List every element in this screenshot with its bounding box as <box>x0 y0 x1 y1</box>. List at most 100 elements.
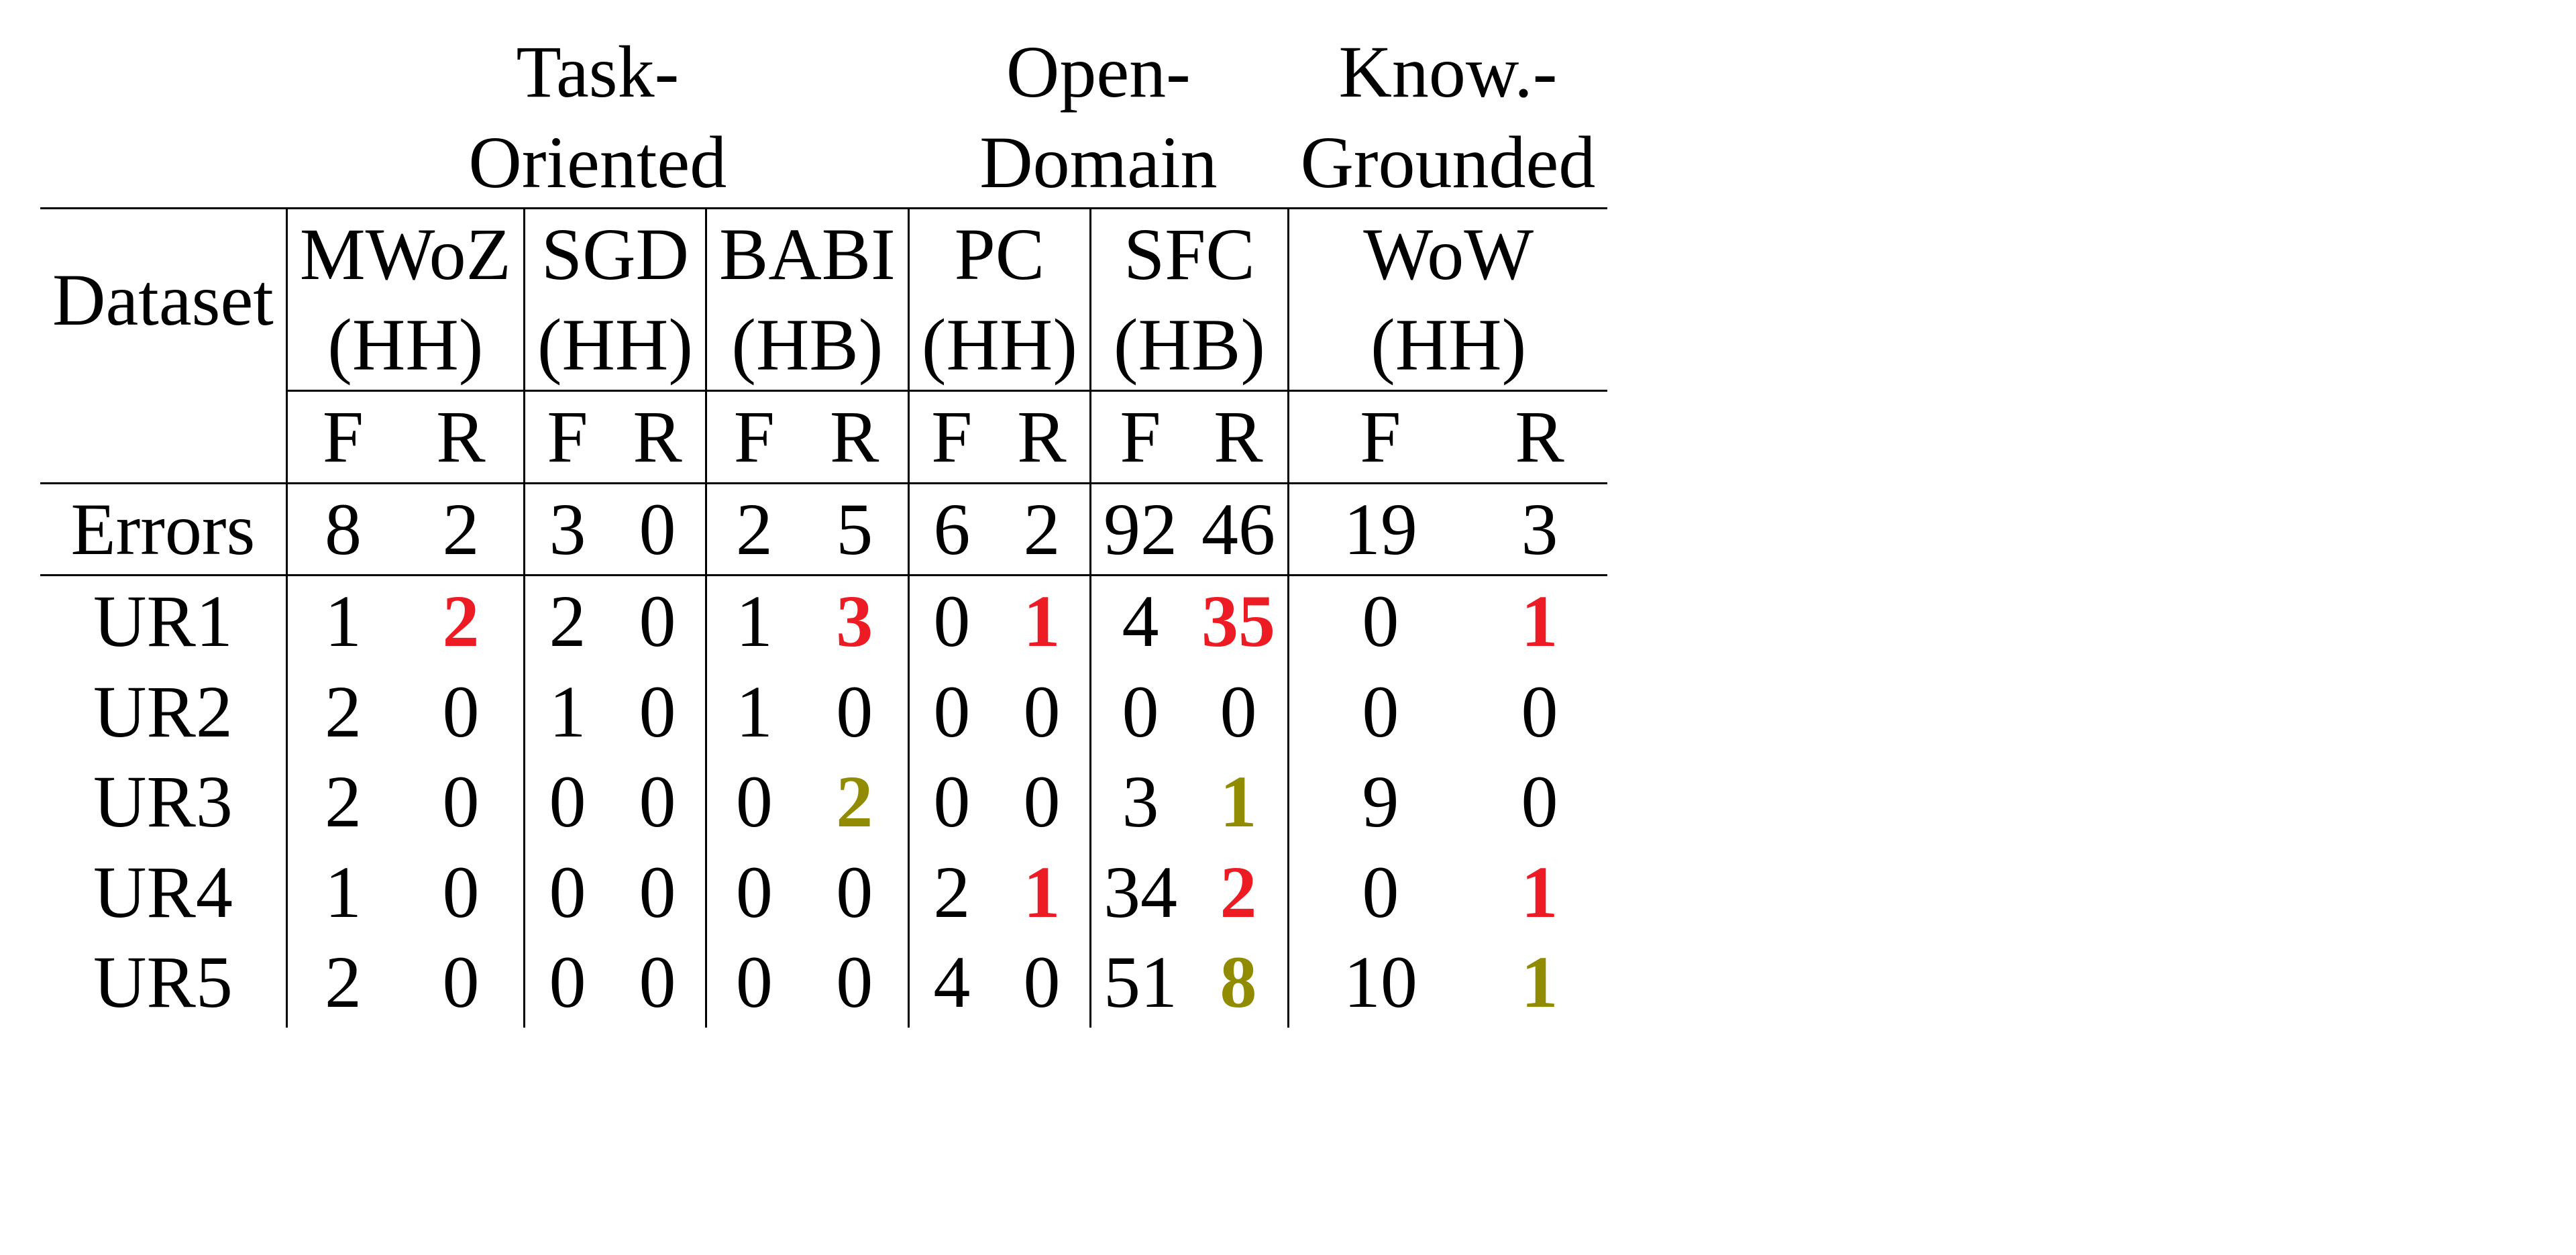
table-container: Task- Open- Know.- Oriented Domain Groun… <box>0 0 2576 1054</box>
cell-sgd-F: 0 <box>524 847 610 938</box>
cell-pc-R: 2 <box>994 483 1090 576</box>
cell-babi-F: 0 <box>706 847 802 938</box>
dataset-name-row: Dataset MWoZ SGD BABI PC SFC WoW <box>40 209 1607 300</box>
cell-wow-R: 0 <box>1472 667 1608 757</box>
pc-R-hdr: R <box>994 391 1090 484</box>
cell-babi-R: 3 <box>802 576 909 667</box>
cell-babi-F: 1 <box>706 667 802 757</box>
babi-R-hdr: R <box>802 391 909 484</box>
cell-sgd-F: 3 <box>524 483 610 576</box>
cell-sfc-F: 3 <box>1090 757 1189 847</box>
sgd-F-hdr: F <box>524 391 610 484</box>
cell-pc-F: 4 <box>908 937 994 1028</box>
cell-babi-F: 2 <box>706 483 802 576</box>
cell-sgd-R: 0 <box>610 937 706 1028</box>
cell-sgd-R: 0 <box>610 847 706 938</box>
pc-F-hdr: F <box>908 391 994 484</box>
group-header-row-2: Oriented Domain Grounded <box>40 117 1607 209</box>
group-task-oriented-l1: Task- <box>286 27 908 117</box>
ds-sfc-sub: (HB) <box>1090 300 1288 391</box>
cell-pc-R: 1 <box>994 576 1090 667</box>
cell-mwoz-F: 2 <box>286 937 398 1028</box>
group-header-row-1: Task- Open- Know.- <box>40 27 1607 117</box>
table-row: UR11220130143501 <box>40 576 1607 667</box>
ds-wow-name: WoW <box>1288 209 1607 300</box>
cell-wow-F: 0 <box>1288 667 1471 757</box>
ds-sfc-name: SFC <box>1090 209 1288 300</box>
cell-mwoz-R: 0 <box>398 667 524 757</box>
cell-wow-F: 0 <box>1288 847 1471 938</box>
table-row: Errors823025629246193 <box>40 483 1607 576</box>
table-row: UR2201010000000 <box>40 667 1607 757</box>
cell-sgd-R: 0 <box>610 757 706 847</box>
sgd-R-hdr: R <box>610 391 706 484</box>
cell-pc-R: 0 <box>994 937 1090 1028</box>
ds-mwoz-sub: (HH) <box>286 300 524 391</box>
babi-F-hdr: F <box>706 391 802 484</box>
cell-pc-R: 0 <box>994 667 1090 757</box>
cell-babi-R: 0 <box>802 937 909 1028</box>
ds-sgd-sub: (HH) <box>524 300 706 391</box>
cell-wow-R: 1 <box>1472 847 1608 938</box>
cell-sfc-R: 0 <box>1189 667 1289 757</box>
cell-wow-F: 9 <box>1288 757 1471 847</box>
fr-row-blank <box>40 391 286 484</box>
cell-babi-F: 0 <box>706 937 802 1028</box>
cell-babi-R: 0 <box>802 847 909 938</box>
row-label: UR5 <box>40 937 286 1028</box>
corner-blank <box>40 27 286 117</box>
mwoz-R-hdr: R <box>398 391 524 484</box>
table-row: UR41000002134201 <box>40 847 1607 938</box>
cell-sfc-F: 51 <box>1090 937 1189 1028</box>
wow-R-hdr: R <box>1472 391 1608 484</box>
cell-mwoz-R: 0 <box>398 757 524 847</box>
cell-sfc-R: 8 <box>1189 937 1289 1028</box>
row-label: UR4 <box>40 847 286 938</box>
cell-wow-R: 1 <box>1472 576 1608 667</box>
group-task-oriented-l2: Oriented <box>286 117 908 209</box>
cell-sgd-F: 2 <box>524 576 610 667</box>
cell-mwoz-R: 2 <box>398 483 524 576</box>
row-label: UR1 <box>40 576 286 667</box>
group-know-grounded-l2: Grounded <box>1288 117 1607 209</box>
ds-pc-sub: (HH) <box>908 300 1090 391</box>
cell-sfc-R: 1 <box>1189 757 1289 847</box>
cell-wow-F: 0 <box>1288 576 1471 667</box>
cell-sfc-F: 92 <box>1090 483 1189 576</box>
cell-sgd-F: 0 <box>524 937 610 1028</box>
cell-babi-R: 0 <box>802 667 909 757</box>
data-rows: Errors823025629246193UR11220130143501UR2… <box>40 483 1607 1028</box>
row-label: UR3 <box>40 757 286 847</box>
cell-pc-F: 0 <box>908 667 994 757</box>
mwoz-F-hdr: F <box>286 391 398 484</box>
cell-sfc-R: 35 <box>1189 576 1289 667</box>
ds-babi-name: BABI <box>706 209 909 300</box>
cell-sfc-F: 4 <box>1090 576 1189 667</box>
ds-sgd-name: SGD <box>524 209 706 300</box>
results-table: Task- Open- Know.- Oriented Domain Groun… <box>40 27 1607 1028</box>
cell-sgd-R: 0 <box>610 483 706 576</box>
cell-sgd-R: 0 <box>610 576 706 667</box>
cell-mwoz-F: 2 <box>286 667 398 757</box>
cell-sfc-F: 0 <box>1090 667 1189 757</box>
cell-wow-R: 0 <box>1472 757 1608 847</box>
cell-babi-R: 2 <box>802 757 909 847</box>
group-open-domain-l1: Open- <box>908 27 1288 117</box>
cell-sfc-R: 46 <box>1189 483 1289 576</box>
sfc-R-hdr: R <box>1189 391 1289 484</box>
cell-mwoz-R: 0 <box>398 847 524 938</box>
cell-mwoz-R: 2 <box>398 576 524 667</box>
cell-sfc-R: 2 <box>1189 847 1289 938</box>
ds-babi-sub: (HB) <box>706 300 909 391</box>
cell-sgd-R: 0 <box>610 667 706 757</box>
cell-pc-R: 1 <box>994 847 1090 938</box>
ds-mwoz-name: MWoZ <box>286 209 524 300</box>
group-open-domain-l2: Domain <box>908 117 1288 209</box>
row-label: UR2 <box>40 667 286 757</box>
cell-pc-R: 0 <box>994 757 1090 847</box>
cell-wow-R: 3 <box>1472 483 1608 576</box>
cell-mwoz-F: 1 <box>286 576 398 667</box>
ds-pc-name: PC <box>908 209 1090 300</box>
cell-babi-F: 1 <box>706 576 802 667</box>
dataset-row-header: Dataset <box>40 209 286 391</box>
